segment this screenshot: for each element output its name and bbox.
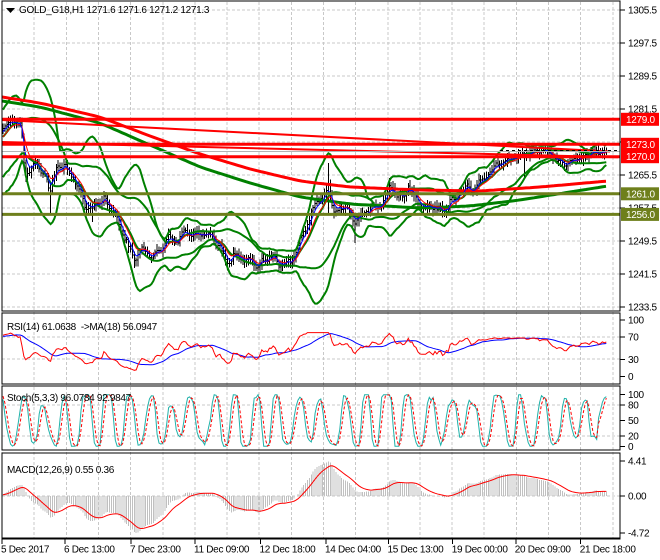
svg-text:5 Dec 2017: 5 Dec 2017 — [1, 545, 50, 556]
svg-text:1273.0: 1273.0 — [626, 140, 656, 151]
svg-text:14 Dec 04:00: 14 Dec 04:00 — [325, 545, 382, 556]
svg-text:0: 0 — [628, 442, 634, 453]
svg-text:1233.5: 1233.5 — [628, 303, 658, 314]
svg-text:1297.5: 1297.5 — [628, 39, 658, 50]
svg-text:1265.5: 1265.5 — [628, 171, 658, 182]
svg-text:1279.0: 1279.0 — [626, 115, 656, 126]
svg-text:80: 80 — [628, 400, 639, 411]
svg-text:1305.5: 1305.5 — [628, 6, 658, 17]
svg-text:-4.72: -4.72 — [628, 529, 650, 540]
svg-text:0.00: 0.00 — [628, 492, 647, 503]
svg-text:1241.5: 1241.5 — [628, 270, 658, 281]
svg-text:1281.5: 1281.5 — [628, 105, 658, 116]
svg-text:20: 20 — [628, 432, 639, 443]
svg-text:Stoch(5,3,3) 96.0784 92.9847: Stoch(5,3,3) 96.0784 92.9847 — [7, 393, 132, 404]
svg-text:11 Dec 09:00: 11 Dec 09:00 — [194, 545, 250, 556]
svg-text:100: 100 — [628, 390, 645, 401]
svg-text:21 Dec 18:00: 21 Dec 18:00 — [580, 545, 637, 556]
svg-text:6 Dec 13:00: 6 Dec 13:00 — [64, 545, 115, 556]
svg-text:0: 0 — [628, 372, 634, 383]
svg-text:50: 50 — [628, 416, 639, 427]
svg-text:19 Dec 00:00: 19 Dec 00:00 — [452, 545, 509, 556]
svg-text:1289.5: 1289.5 — [628, 72, 658, 83]
svg-text:7 Dec 23:00: 7 Dec 23:00 — [130, 545, 181, 556]
svg-text:MACD(12,26,9) 0.55 0.36: MACD(12,26,9) 0.55 0.36 — [7, 465, 115, 476]
svg-text:GOLD_G18,H1 1271.6 1271.6 1271: GOLD_G18,H1 1271.6 1271.6 1271.2 1271.3 — [19, 5, 210, 16]
svg-text:30: 30 — [628, 355, 639, 366]
svg-text:RSI(14) 61.0638 ->MA(18) 56.0: RSI(14) 61.0638 ->MA(18) 56.0947 — [7, 322, 158, 333]
svg-text:100: 100 — [628, 316, 645, 327]
svg-text:4.41: 4.41 — [628, 457, 647, 468]
svg-text:1249.5: 1249.5 — [628, 237, 658, 248]
svg-text:70: 70 — [628, 333, 639, 344]
svg-text:12 Dec 18:00: 12 Dec 18:00 — [260, 545, 317, 556]
svg-text:20 Dec 09:00: 20 Dec 09:00 — [515, 545, 572, 556]
svg-text:1270.0: 1270.0 — [626, 152, 656, 163]
svg-text:1261.0: 1261.0 — [626, 189, 656, 200]
svg-text:15 Dec 13:00: 15 Dec 13:00 — [388, 545, 445, 556]
svg-text:1256.0: 1256.0 — [626, 210, 656, 221]
